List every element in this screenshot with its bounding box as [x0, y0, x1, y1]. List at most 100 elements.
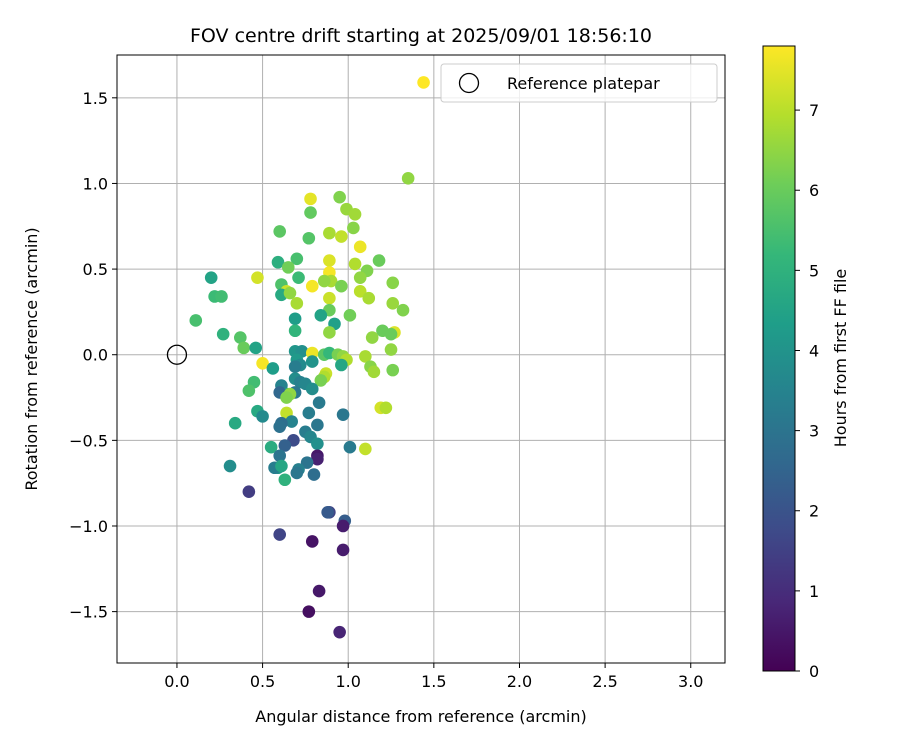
legend-reference-marker [458, 72, 480, 94]
y-tick-label: −0.5 [69, 431, 108, 450]
data-point [367, 365, 381, 379]
colorbar-tick-label: 4 [809, 341, 819, 360]
data-point [223, 459, 237, 473]
data-point [234, 331, 247, 344]
data-point [311, 418, 324, 432]
data-point [288, 324, 302, 338]
colorbar [762, 45, 796, 672]
colorbar-tick-label: 3 [809, 422, 819, 441]
data-point [372, 254, 386, 267]
data-point [359, 442, 372, 456]
data-point [396, 303, 410, 317]
data-point [304, 206, 317, 219]
y-tick-label: −1.5 [69, 603, 108, 622]
x-tick-label: 0.0 [164, 672, 189, 691]
data-point [283, 286, 297, 300]
chart-title: FOV centre drift starting at 2025/09/01 … [190, 25, 652, 47]
data-point [335, 358, 348, 372]
data-point [285, 415, 298, 428]
x-tick-label: 3.0 [678, 672, 703, 691]
data-point [384, 327, 398, 341]
grid-lines [117, 55, 725, 663]
data-point [273, 528, 287, 541]
reference-platepar-marker [166, 344, 188, 365]
data-point [273, 225, 287, 238]
y-tick-label: 0.0 [83, 346, 108, 365]
data-point [353, 285, 367, 298]
data-point [333, 190, 346, 204]
data-point [386, 276, 400, 290]
data-point [302, 605, 316, 618]
data-point [290, 466, 304, 480]
x-tick-label: 1.5 [421, 672, 446, 691]
data-point [256, 356, 269, 370]
data-point [343, 309, 357, 322]
data-point [343, 440, 357, 454]
data-point [281, 261, 295, 274]
legend-box [440, 63, 718, 103]
data-point [323, 291, 336, 305]
data-point [365, 331, 379, 344]
data-point [242, 384, 256, 397]
data-point [305, 355, 319, 368]
data-point [242, 485, 256, 499]
data-point [271, 255, 285, 269]
data-point [311, 437, 324, 451]
colorbar-tick-label: 0 [809, 662, 819, 681]
y-tick-label: 1.5 [83, 89, 108, 108]
data-point [321, 505, 334, 519]
data-point [278, 439, 292, 452]
data-point [249, 341, 263, 355]
plot-frame [116, 54, 726, 664]
data-point [333, 625, 346, 639]
data-point [335, 279, 348, 293]
data-point [305, 535, 319, 548]
data-point [305, 279, 319, 293]
x-axis-ticks: 0.0 0.5 1.0 1.5 2.0 2.5 3.0 [164, 663, 703, 691]
data-point [353, 271, 367, 284]
y-tick-label: −1.0 [69, 517, 108, 536]
data-point [336, 408, 350, 421]
y-axis-ticks: −1.5 −1.0 −0.5 0.0 0.5 1.0 1.5 [69, 89, 117, 622]
data-points [189, 76, 430, 639]
colorbar-tick-label: 1 [809, 582, 819, 601]
data-point [204, 271, 218, 284]
x-axis-label: Angular distance from reference (arcmin) [255, 707, 586, 726]
data-point [362, 291, 376, 305]
data-point [353, 240, 367, 254]
data-point [348, 207, 362, 221]
data-point [264, 440, 278, 454]
x-tick-label: 1.0 [335, 672, 360, 691]
data-point [237, 341, 251, 355]
data-point [251, 271, 264, 284]
data-point [273, 420, 287, 433]
data-point [323, 254, 336, 267]
data-point [300, 456, 314, 469]
data-point [302, 231, 316, 245]
data-point [228, 416, 242, 430]
data-point [359, 350, 372, 363]
data-point [312, 584, 326, 598]
y-axis-label: Rotation from reference (arcmin) [22, 227, 41, 490]
x-tick-label: 2.0 [507, 672, 532, 691]
y-tick-label: 0.5 [83, 260, 108, 279]
colorbar-label: Hours from first FF file [831, 269, 850, 448]
data-point [312, 396, 326, 409]
reference-marker [166, 344, 188, 365]
colorbar-tick-label: 6 [809, 181, 819, 200]
x-tick-label: 0.5 [250, 672, 275, 691]
data-point [215, 290, 228, 303]
data-point [314, 374, 328, 387]
data-point [256, 410, 269, 423]
data-point [384, 343, 398, 356]
data-point [347, 221, 360, 235]
data-point [314, 309, 328, 322]
data-point [305, 382, 319, 396]
data-point [288, 360, 302, 374]
x-tick-label: 2.5 [592, 672, 617, 691]
data-point [311, 452, 324, 466]
colorbar-ticks: 0 1 2 3 4 5 6 7 [795, 101, 819, 681]
data-point [288, 312, 302, 326]
data-point [307, 468, 321, 481]
